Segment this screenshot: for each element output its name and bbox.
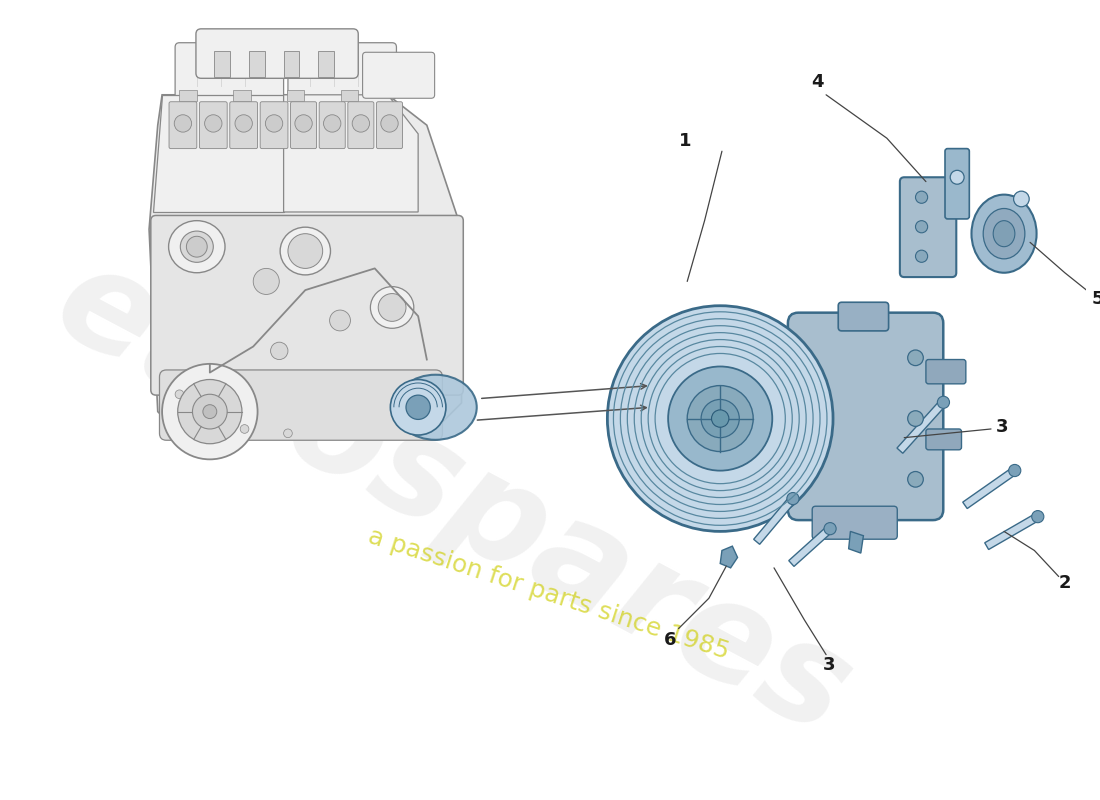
- Circle shape: [390, 379, 446, 435]
- FancyBboxPatch shape: [900, 178, 956, 277]
- Circle shape: [288, 234, 322, 268]
- Bar: [249, 51, 264, 78]
- FancyBboxPatch shape: [160, 370, 442, 440]
- Circle shape: [162, 364, 257, 459]
- Ellipse shape: [180, 231, 213, 262]
- Polygon shape: [720, 546, 738, 568]
- Polygon shape: [849, 531, 864, 553]
- Circle shape: [235, 114, 252, 132]
- Text: 1: 1: [679, 132, 692, 150]
- Text: 3: 3: [823, 656, 835, 674]
- Circle shape: [908, 410, 923, 426]
- FancyBboxPatch shape: [319, 102, 345, 149]
- FancyBboxPatch shape: [196, 29, 359, 78]
- FancyBboxPatch shape: [175, 42, 284, 99]
- Ellipse shape: [280, 227, 330, 275]
- Bar: [284, 51, 299, 78]
- Circle shape: [712, 410, 729, 427]
- Bar: [233, 90, 251, 101]
- Circle shape: [607, 306, 833, 531]
- Polygon shape: [284, 95, 418, 212]
- FancyBboxPatch shape: [788, 313, 944, 520]
- Circle shape: [186, 236, 207, 257]
- Circle shape: [295, 114, 312, 132]
- Circle shape: [908, 471, 923, 487]
- Text: 2: 2: [1058, 574, 1071, 593]
- Circle shape: [202, 405, 217, 418]
- FancyBboxPatch shape: [288, 42, 396, 99]
- Circle shape: [908, 350, 923, 366]
- Circle shape: [265, 114, 283, 132]
- Circle shape: [175, 390, 184, 398]
- FancyBboxPatch shape: [945, 149, 969, 219]
- FancyBboxPatch shape: [926, 429, 961, 450]
- Circle shape: [824, 522, 836, 534]
- Circle shape: [205, 114, 222, 132]
- FancyBboxPatch shape: [261, 102, 288, 149]
- Circle shape: [915, 221, 927, 233]
- Ellipse shape: [993, 221, 1015, 246]
- FancyBboxPatch shape: [230, 102, 257, 149]
- FancyBboxPatch shape: [348, 102, 374, 149]
- FancyBboxPatch shape: [812, 506, 898, 539]
- Polygon shape: [896, 400, 946, 454]
- FancyBboxPatch shape: [376, 102, 403, 149]
- Circle shape: [701, 399, 739, 438]
- Circle shape: [240, 425, 249, 434]
- Circle shape: [381, 114, 398, 132]
- Bar: [318, 51, 334, 78]
- Circle shape: [950, 170, 964, 184]
- Circle shape: [915, 191, 927, 203]
- Circle shape: [915, 250, 927, 262]
- FancyBboxPatch shape: [151, 215, 463, 395]
- Bar: [341, 90, 359, 101]
- FancyBboxPatch shape: [363, 52, 434, 98]
- Polygon shape: [962, 467, 1018, 509]
- Circle shape: [668, 366, 772, 470]
- FancyBboxPatch shape: [838, 302, 889, 331]
- Circle shape: [786, 493, 799, 505]
- FancyBboxPatch shape: [290, 102, 317, 149]
- Circle shape: [192, 394, 228, 429]
- Circle shape: [271, 342, 288, 359]
- Ellipse shape: [971, 194, 1036, 273]
- Circle shape: [323, 114, 341, 132]
- Ellipse shape: [168, 221, 225, 273]
- Ellipse shape: [983, 209, 1025, 259]
- Circle shape: [378, 294, 406, 322]
- Text: a passion for parts since 1985: a passion for parts since 1985: [365, 524, 732, 664]
- Circle shape: [688, 386, 754, 451]
- Circle shape: [1032, 510, 1044, 522]
- Circle shape: [406, 395, 430, 419]
- FancyBboxPatch shape: [169, 102, 197, 149]
- Text: 3: 3: [996, 418, 1009, 436]
- Text: 4: 4: [811, 73, 824, 90]
- Text: 6: 6: [663, 631, 676, 649]
- Circle shape: [174, 114, 191, 132]
- Polygon shape: [789, 526, 833, 566]
- Circle shape: [178, 379, 242, 444]
- Bar: [287, 90, 305, 101]
- Text: eurospares: eurospares: [33, 233, 872, 764]
- FancyBboxPatch shape: [199, 102, 228, 149]
- Polygon shape: [150, 95, 462, 438]
- Circle shape: [284, 429, 293, 438]
- Polygon shape: [153, 95, 284, 212]
- Circle shape: [352, 114, 370, 132]
- Circle shape: [253, 268, 279, 294]
- Circle shape: [937, 396, 949, 408]
- Bar: [214, 51, 230, 78]
- Ellipse shape: [371, 286, 414, 328]
- Text: 5: 5: [1091, 290, 1100, 308]
- FancyBboxPatch shape: [926, 359, 966, 384]
- Circle shape: [330, 310, 351, 331]
- Polygon shape: [754, 496, 796, 544]
- Bar: [179, 90, 197, 101]
- Circle shape: [1013, 191, 1030, 206]
- Polygon shape: [984, 514, 1040, 550]
- Circle shape: [1009, 465, 1021, 477]
- Ellipse shape: [394, 374, 476, 440]
